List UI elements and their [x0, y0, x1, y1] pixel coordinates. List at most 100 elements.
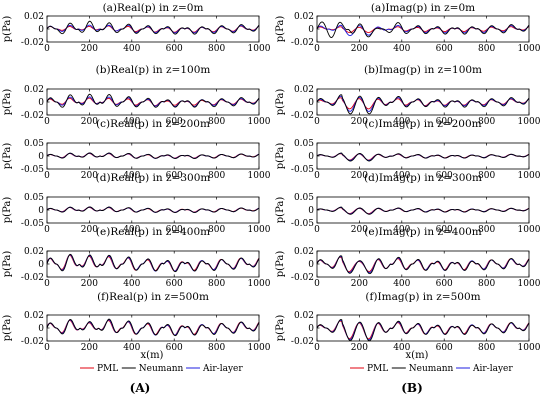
x-tick-label: 0: [314, 343, 320, 353]
y-tick-label: 0: [308, 206, 314, 216]
y-axis-label: p(Pa): [2, 89, 13, 116]
x-axis-label-a: x(m): [141, 350, 164, 361]
x-tick-label: 0: [314, 117, 320, 127]
x-tick-label: 1000: [248, 171, 271, 181]
series-line-neumann: [316, 255, 530, 275]
x-tick-label: 1000: [518, 117, 541, 127]
x-tick-label: 400: [393, 44, 410, 54]
series-line-neumann: [316, 206, 530, 215]
legend-label-pml: PML: [97, 364, 118, 374]
y-axis-label: p(Pa): [275, 197, 286, 224]
y-tick-label: -0.02: [21, 111, 44, 121]
x-tick-label: 600: [166, 225, 183, 235]
y-tick-label: 0.05: [294, 139, 314, 149]
legend-label-neumann: Neumann: [139, 364, 184, 374]
x-tick-label: 1000: [518, 225, 541, 235]
panel-title: (b)Real(p) in z=100m: [96, 64, 211, 76]
panel-6: (c)Imag(p) in z=200m 0 200 400 600 800 1000 0.0…: [275, 118, 541, 181]
y-tick-label: -0.02: [291, 273, 314, 283]
y-axis-label: p(Pa): [2, 143, 13, 170]
panel-title: (c)Imag(p) in z=200m: [364, 118, 481, 130]
legend-label-air-layer: Air-layer: [202, 364, 243, 374]
x-tick-label: 400: [393, 171, 410, 181]
letter-a: (A): [130, 381, 151, 395]
panel-title: (e)Real(p) in z=400m: [96, 226, 210, 238]
x-tick-label: 400: [123, 117, 140, 127]
panel-5: (c)Real(p) in z=200m 0 200 400 600 800 1000 0.0…: [2, 118, 271, 181]
y-tick-label: 0.02: [24, 247, 44, 257]
y-tick-label: 0: [308, 25, 314, 35]
series-line-neumann: [316, 21, 530, 39]
panel-title: (b)Imag(p) in z=100m: [364, 64, 482, 76]
y-tick-label: 0.02: [294, 247, 314, 257]
panel-3: (b)Real(p) in z=100m 0 200 400 600 800 1000 0.0…: [2, 64, 271, 127]
y-tick-label: 0.02: [24, 311, 44, 321]
panel-9: (e)Real(p) in z=400m 0 200 400 600 800 1000 0.0…: [2, 226, 271, 289]
x-tick-label: 1000: [518, 279, 541, 289]
y-tick-label: 0: [308, 98, 314, 108]
panel-title: (f)Imag(p) in z=500m: [365, 291, 480, 303]
x-tick-label: 400: [393, 279, 410, 289]
x-tick-label: 600: [166, 171, 183, 181]
x-tick-label: 200: [351, 44, 368, 54]
y-tick-label: 0.02: [24, 85, 44, 95]
y-tick-label: 0.05: [294, 193, 314, 203]
legend-label-pml: PML: [367, 364, 388, 374]
y-tick-label: 0.02: [294, 85, 314, 95]
y-tick-label: -0.05: [21, 219, 44, 229]
panel-title: (d)Real(p) in z=300m: [96, 172, 211, 184]
x-tick-label: 1000: [248, 117, 271, 127]
panel-title: (f)Real(p) in z=500m: [97, 291, 209, 303]
series-line-neumann: [316, 94, 530, 115]
panel-title: (d)Imag(p) in z=300m: [364, 172, 482, 184]
x-tick-label: 0: [314, 225, 320, 235]
y-axis-label: p(Pa): [275, 16, 286, 43]
y-tick-label: -0.02: [21, 38, 44, 48]
x-tick-label: 400: [123, 279, 140, 289]
x-tick-label: 200: [351, 171, 368, 181]
x-tick-label: 800: [478, 225, 495, 235]
series-line-air-layer: [316, 256, 530, 274]
y-axis-label: p(Pa): [2, 197, 13, 224]
series-line-neumann: [46, 20, 260, 35]
y-tick-label: -0.02: [291, 38, 314, 48]
panel-title: (a)Real(p) in z=0m: [103, 2, 204, 14]
x-tick-label: 200: [81, 117, 98, 127]
x-tick-label: 200: [81, 171, 98, 181]
x-tick-label: 0: [44, 171, 50, 181]
x-tick-label: 400: [123, 44, 140, 54]
y-axis-label: p(Pa): [275, 143, 286, 170]
x-tick-label: 200: [81, 343, 98, 353]
y-tick-label: 0.02: [24, 12, 44, 22]
x-tick-label: 600: [436, 279, 453, 289]
panel-12: (f)Imag(p) in z=500m 0 200 400 600 800 1000 0.0…: [275, 291, 541, 353]
y-tick-label: -0.05: [291, 165, 314, 175]
x-tick-label: 800: [208, 343, 225, 353]
series-line-neumann: [46, 318, 260, 337]
x-tick-label: 1000: [248, 343, 271, 353]
x-tick-label: 1000: [518, 44, 541, 54]
x-axis-labels: x(m) x(m): [141, 350, 429, 361]
x-tick-label: 400: [393, 225, 410, 235]
legend-label-air-layer: Air-layer: [472, 364, 513, 374]
legends: PML Neumann Air-layer PML Neumann Air-layer: [80, 364, 513, 374]
y-tick-label: 0.02: [294, 12, 314, 22]
x-tick-label: 0: [314, 171, 320, 181]
panel-title: (e)Imag(p) in z=400m: [364, 226, 482, 238]
x-tick-label: 600: [436, 343, 453, 353]
x-tick-label: 800: [478, 44, 495, 54]
x-tick-label: 1000: [518, 343, 541, 353]
x-tick-label: 800: [208, 279, 225, 289]
x-tick-label: 800: [478, 279, 495, 289]
y-tick-label: -0.02: [21, 337, 44, 347]
x-tick-label: 200: [351, 279, 368, 289]
y-axis-label: p(Pa): [275, 251, 286, 278]
y-tick-label: 0.05: [24, 193, 44, 203]
x-tick-label: 0: [314, 44, 320, 54]
y-tick-label: -0.02: [21, 273, 44, 283]
series-line-neumann: [46, 253, 260, 273]
x-tick-label: 800: [208, 171, 225, 181]
x-tick-label: 200: [351, 117, 368, 127]
x-tick-label: 400: [393, 343, 410, 353]
